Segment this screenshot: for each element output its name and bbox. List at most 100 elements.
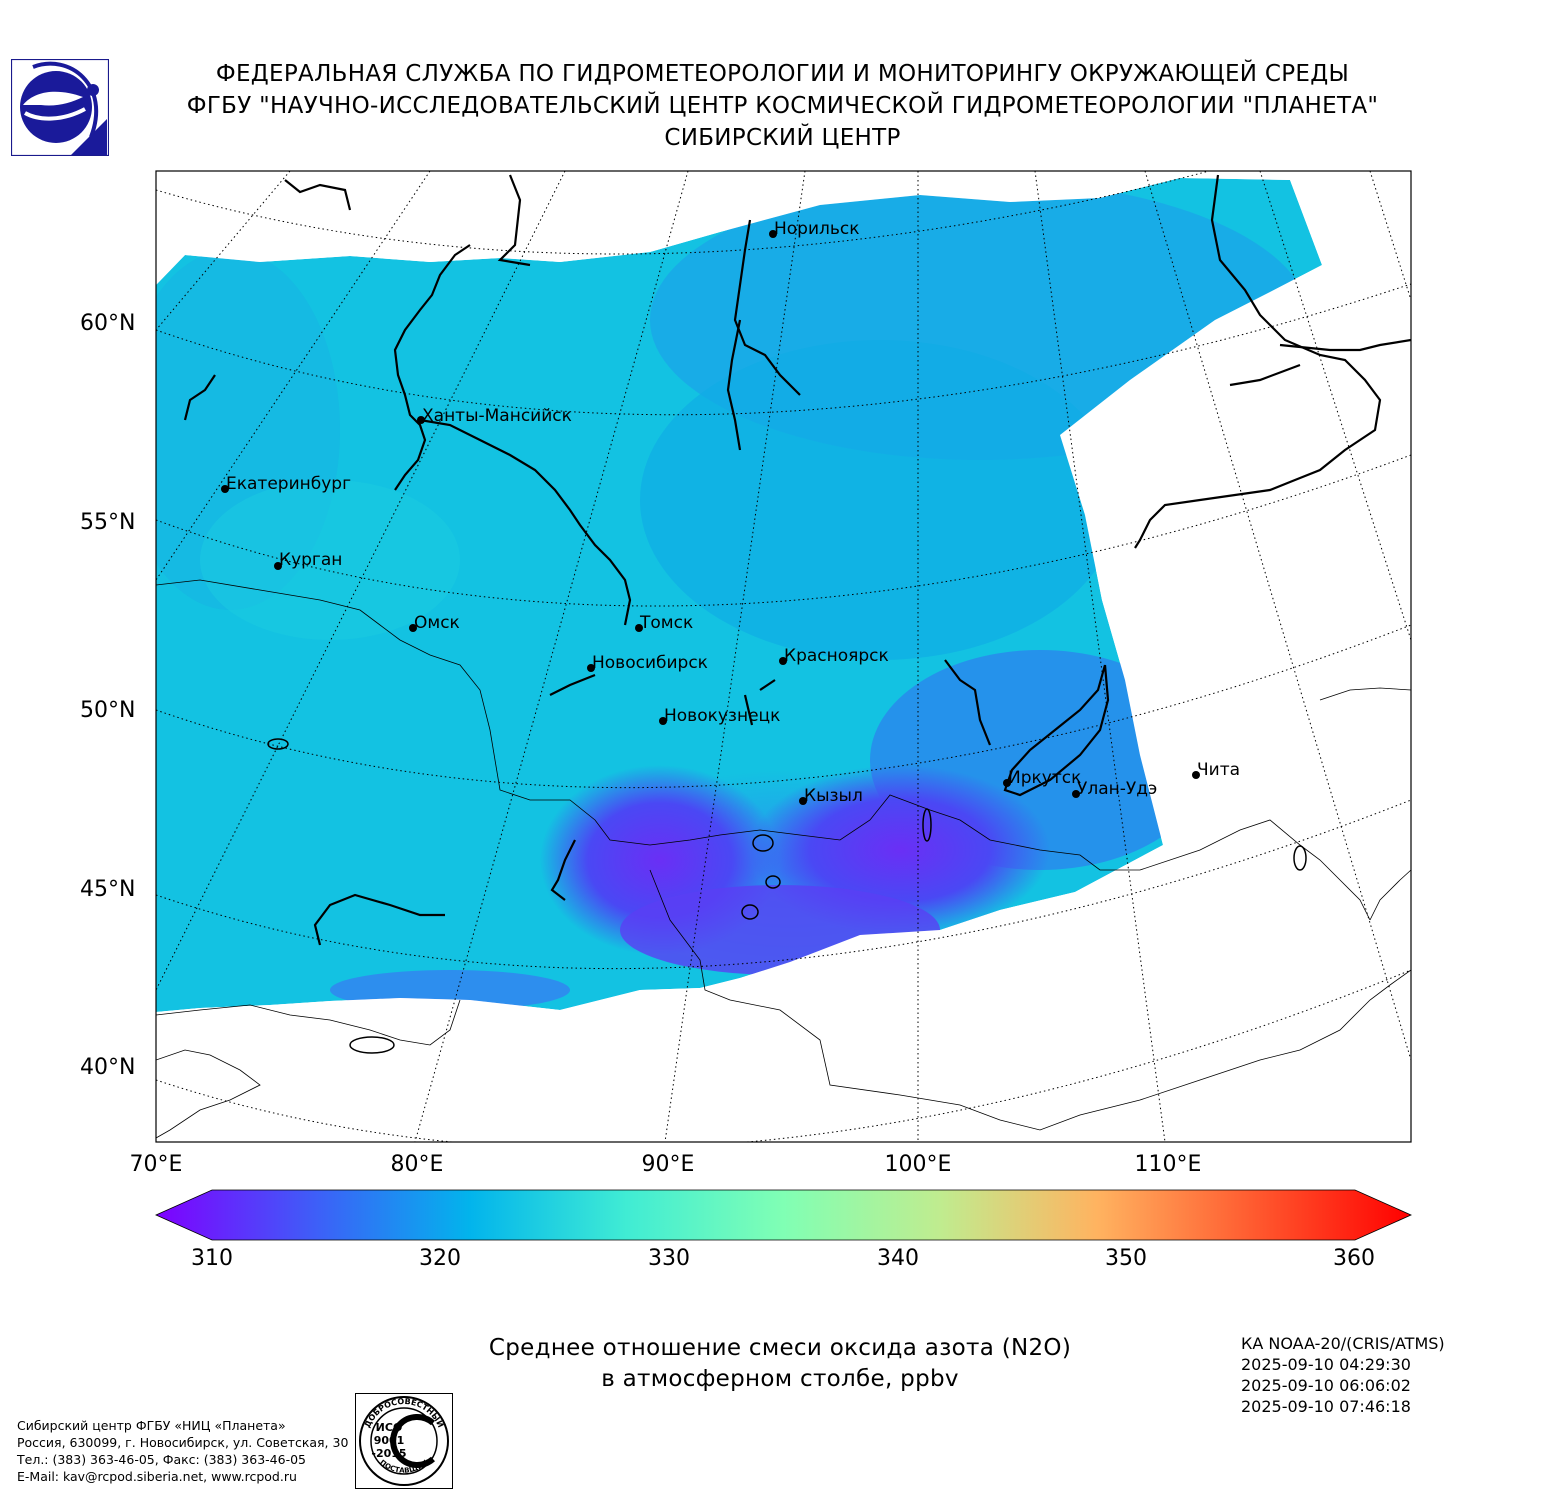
meridian-70 — [156, 171, 431, 581]
colorbar — [155, 1189, 1412, 1241]
lat-label-45: 45°N — [80, 877, 136, 902]
colorbar-tick-330: 330 — [648, 1246, 690, 1271]
blue-region-west — [156, 250, 340, 610]
colorbar-body — [155, 1189, 1412, 1241]
lat-label-55: 55°N — [80, 510, 136, 535]
city-kyzyl: Кызыл — [799, 786, 863, 806]
iso-stamp-l2: 9001 — [374, 1434, 405, 1447]
iso-stamp: ДОБРОСОВЕСТНЫЙ ПОСТАВЩИК ИСО 9001 -2015 — [355, 1393, 453, 1489]
meridian-120 — [1144, 171, 1411, 1061]
city-label: Улан-Удэ — [1077, 779, 1157, 799]
iso-stamp-l1: ИСО — [376, 1421, 403, 1434]
meridian-140 — [1369, 171, 1411, 301]
city-label: Красноярск — [784, 646, 889, 666]
pass-time-3: 2025-09-10 07:46:18 — [1241, 1397, 1411, 1416]
caption-line-1: Среднее отношение смеси оксида азота (N2… — [488, 1335, 1072, 1361]
pass-time-1: 2025-09-10 04:29:30 — [1241, 1355, 1411, 1374]
lake-khar-us — [765, 875, 781, 889]
cyan-region-west — [200, 480, 460, 640]
river-west — [183, 374, 216, 421]
city-ulan-ude: Улан-Удэ — [1072, 779, 1157, 799]
contacts-org: Сибирский центр ФГБУ «НИЦ «Планета» — [17, 1418, 286, 1433]
header-title-block: ФЕДЕРАЛЬНАЯ СЛУЖБА ПО ГИДРОМЕТЕОРОЛОГИИ … — [0, 58, 1550, 154]
border-mongolia-china — [649, 869, 1411, 1131]
graticule — [156, 171, 1411, 1142]
lon-label-90: 90°E — [641, 1152, 695, 1177]
meridian-60 — [156, 171, 291, 331]
lake-zaysan — [550, 839, 576, 901]
city-label: Ханты-Мансийск — [422, 406, 572, 426]
pass-time-2: 2025-09-10 06:06:02 — [1241, 1376, 1411, 1395]
lake-tengiz — [267, 738, 289, 750]
city-label: Томск — [639, 613, 693, 633]
lake-issyk-kul — [349, 1036, 395, 1054]
lon-label-110: 110°E — [1134, 1152, 1202, 1177]
contacts-block: Сибирский центр ФГБУ «НИЦ «Планета» Росс… — [17, 1417, 348, 1485]
parallel-60 — [156, 283, 1411, 416]
caption-line-2: в атмосферном столбе, ppbv — [601, 1366, 959, 1392]
city-label: Екатеринбург — [226, 474, 351, 494]
colorbar-tick-320: 320 — [419, 1246, 461, 1271]
lat-label-60: 60°N — [80, 311, 136, 336]
river-yenisei-branch — [726, 319, 742, 451]
meridian-90 — [664, 171, 806, 1142]
river-aldan — [1279, 338, 1411, 352]
city-label: Омск — [414, 613, 460, 633]
city-label: Кызыл — [804, 786, 863, 806]
satellite-name: КА NOAA-20/(CRIS/ATMS) — [1241, 1334, 1445, 1353]
lake-baikal — [1003, 664, 1110, 797]
parallel-50 — [156, 624, 1411, 789]
meridian-80 — [414, 171, 689, 1142]
meridian-110 — [1034, 171, 1166, 1142]
parallel-40 — [156, 969, 1411, 1142]
city-omsk: Омск — [409, 613, 460, 633]
city-novosibirsk: Новосибирск — [587, 653, 708, 673]
lake-khyargas — [741, 904, 759, 920]
border-northeast — [1319, 687, 1411, 701]
river-vilyuy — [1229, 363, 1301, 387]
header-line-agency: ФЕДЕРАЛЬНАЯ СЛУЖБА ПО ГИДРОМЕТЕОРОЛОГИИ … — [215, 61, 1350, 87]
city-norilsk: Норильск — [769, 219, 860, 239]
lake-khovsgol — [922, 808, 932, 842]
map-frame — [155, 170, 1412, 1143]
reservoir-krasnoyarsk — [743, 679, 776, 726]
colorbar-tick-350: 350 — [1105, 1246, 1147, 1271]
city-irkutsk: Иркутск — [1003, 768, 1081, 788]
lon-label-80: 80°E — [390, 1152, 444, 1177]
iso-stamp-l3: -2015 — [371, 1447, 406, 1460]
contacts-email: E-Mail: kav@rcpod.siberia.net, www.rcpod… — [17, 1469, 297, 1484]
border-russia-kazakhstan-mongolia — [156, 579, 1371, 921]
city-novokuznetsk: Новокузнецк — [659, 706, 780, 726]
city-label: Иркутск — [1008, 768, 1081, 788]
header-line-center: СИБИРСКИЙ ЦЕНТР — [664, 125, 901, 151]
header-line-institute: ФГБУ "НАУЧНО-ИССЛЕДОВАТЕЛЬСКИЙ ЦЕНТР КОС… — [186, 93, 1379, 119]
planeta-logo — [11, 59, 109, 156]
river-angara — [944, 659, 992, 746]
city-chita: Чита — [1192, 760, 1240, 780]
reservoir-novosibirsk — [549, 673, 596, 696]
city-label: Курган — [279, 550, 342, 570]
city-markers: Норильск Ханты-Мансийск Екатеринбург Кур… — [221, 219, 1240, 806]
city-label: Новосибирск — [592, 653, 708, 673]
coastline-gulf — [284, 179, 352, 211]
city-kurgan: Курган — [274, 550, 342, 570]
map-caption: Среднее отношение смеси оксида азота (N2… — [430, 1333, 1130, 1395]
small-lakes — [267, 738, 1307, 1054]
map-area: Норильск Ханты-Мансийск Екатеринбург Кур… — [156, 171, 1411, 1142]
lake-hulun — [1293, 845, 1307, 871]
border-tajik — [156, 1049, 261, 1139]
coastline-yamal — [497, 174, 531, 267]
colorbar-tick-340: 340 — [877, 1246, 919, 1271]
rivers — [183, 174, 1411, 946]
border-east — [1369, 869, 1411, 921]
lake-balkhash — [313, 893, 445, 946]
river-ob — [419, 418, 632, 626]
river-lena — [1134, 174, 1382, 549]
city-label: Чита — [1197, 760, 1240, 780]
river-ob-north — [393, 244, 471, 491]
outside-swath-mask — [156, 171, 1411, 1142]
blue-region-central — [640, 340, 1120, 660]
city-label: Норильск — [774, 219, 860, 239]
city-khanty-mansiysk: Ханты-Мансийск — [417, 406, 572, 426]
